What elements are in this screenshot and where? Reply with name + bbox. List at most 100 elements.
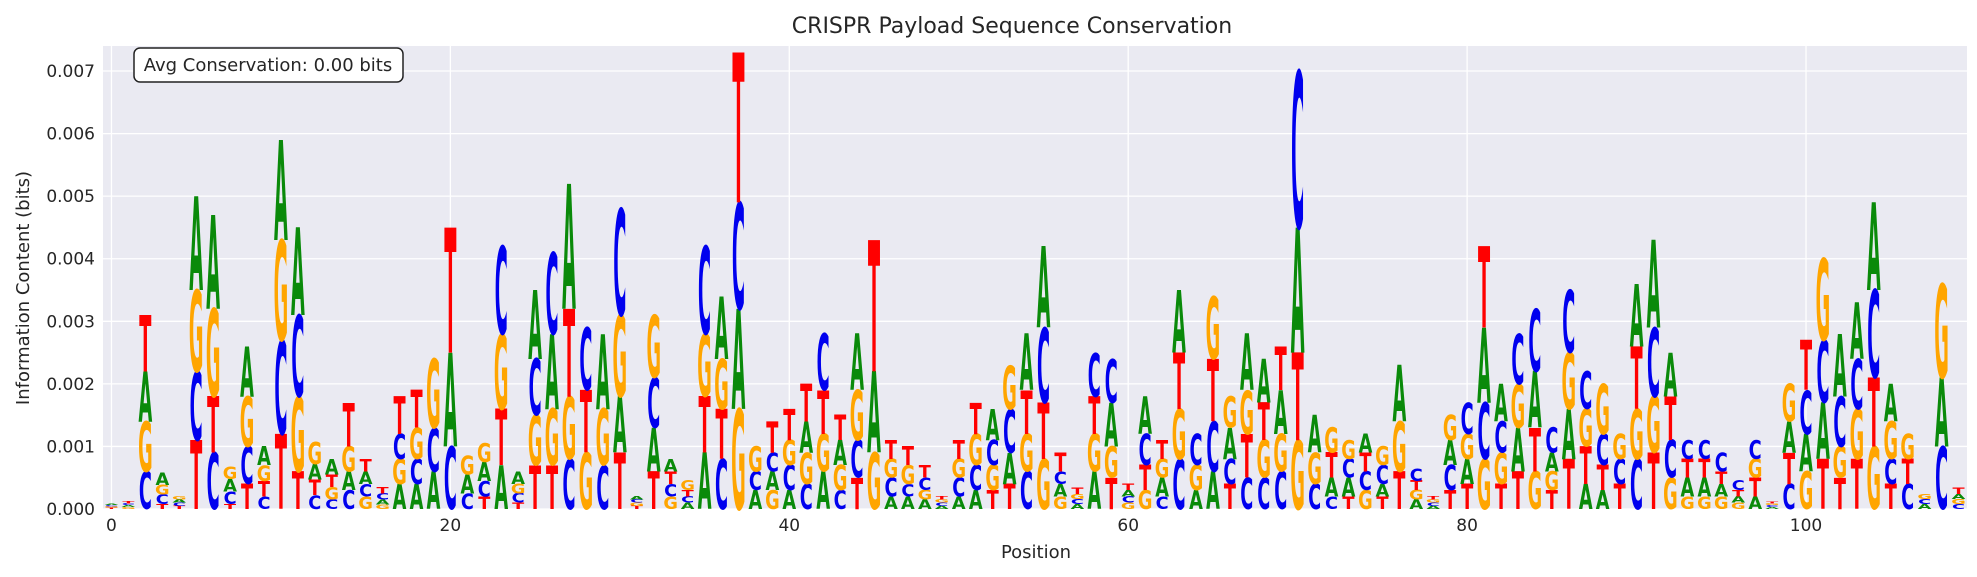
logo-letter-T: T <box>393 387 405 447</box>
logo-letter-G: G <box>1714 494 1729 514</box>
logo-letter-T: T <box>1698 454 1710 484</box>
logo-column: AGC <box>1189 426 1204 516</box>
logo-letter-C: C <box>1867 267 1880 407</box>
logo-letter-C: C <box>495 223 508 363</box>
logo-letter-T: T <box>207 382 219 472</box>
logo-letter-T: T <box>546 455 558 524</box>
logo-letter-G: G <box>850 377 865 456</box>
logo-letter-G: G <box>1206 280 1221 380</box>
logo-letter-A: A <box>1020 320 1034 410</box>
logo-letter-G: G <box>731 383 746 543</box>
logo-letter-T: T <box>156 503 169 511</box>
logo-letter-T: T <box>1427 496 1439 501</box>
logo-letter-T: T <box>1563 446 1575 525</box>
logo-letter-C: C <box>274 315 287 465</box>
logo-letter-A: A <box>1884 375 1898 435</box>
logo-letter-T: T <box>1173 339 1185 429</box>
logo-letter-G: G <box>291 377 306 497</box>
logo-letter-G: G <box>324 485 339 505</box>
logo-letter-C: C <box>1206 408 1219 487</box>
logo-letter-A: A <box>749 486 763 516</box>
logo-letter-A: A <box>1104 392 1118 461</box>
logo-letter-A: A <box>1681 473 1695 503</box>
logo-letter-T: T <box>1749 473 1761 503</box>
logo-letter-A: A <box>918 497 932 512</box>
logo-letter-A: A <box>664 457 678 477</box>
x-tick-label: 0 <box>106 516 117 536</box>
logo-letter-G: G <box>1256 431 1271 491</box>
logo-letter-A: A <box>1596 486 1610 516</box>
logo-letter-T: T <box>1342 494 1354 514</box>
logo-letter-A: A <box>325 455 339 480</box>
logo-letter-C: C <box>1647 309 1660 419</box>
logo-letter-G: G <box>748 441 763 480</box>
logo-letter-G: G <box>680 479 695 494</box>
logo-letter-C: C <box>1562 274 1575 374</box>
logo-letter-C: C <box>1291 29 1304 278</box>
logo-letter-G: G <box>1528 462 1543 522</box>
logo-letter-G: G <box>1833 439 1848 489</box>
logo-letter-A: A <box>1206 462 1220 522</box>
logo-letter-T: T <box>1766 501 1779 504</box>
logo-letter-G: G <box>630 502 645 507</box>
logo-letter-A: A <box>1765 507 1779 510</box>
logo-letter-T: T <box>1902 454 1914 493</box>
logo-letter-A: A <box>1918 503 1933 511</box>
logo-letter-A: A <box>1172 274 1186 374</box>
logo-letter-T: T <box>665 469 677 489</box>
logo-letter-T: T <box>1224 479 1236 518</box>
logo-letter-T: T <box>1851 446 1863 525</box>
y-axis-label: Information Content (bits) <box>13 171 34 405</box>
y-tick-label: 0.005 <box>46 187 95 207</box>
logo-letter-C: C <box>1189 426 1202 476</box>
logo-letter-C: C <box>1596 426 1609 476</box>
logo-letter-T: T <box>1580 437 1592 497</box>
logo-letter-C: C <box>342 486 355 516</box>
logo-letter-C: C <box>1681 436 1694 466</box>
logo-letter-G: G <box>714 346 729 425</box>
logo-letter-C: C <box>783 460 796 499</box>
logo-letter-T: T <box>1292 330 1304 470</box>
logo-letter-T: T <box>1105 470 1117 520</box>
logo-letter-C: C <box>715 446 728 525</box>
logo-letter-A: A <box>935 505 949 510</box>
logo-letter-A: A <box>1054 482 1068 502</box>
logo-letter-T: T <box>1004 479 1016 518</box>
logo-letter-A: A <box>1308 406 1322 466</box>
logo-letter-T: T <box>529 455 541 524</box>
logo-letter-G: G <box>1341 436 1356 466</box>
logo-letter-G: G <box>1426 499 1441 504</box>
logo-letter-C: C <box>1139 426 1152 476</box>
logo-letter-C: C <box>884 473 897 503</box>
logo-letter-G: G <box>1189 460 1204 499</box>
logo-letter-G: G <box>1138 486 1153 516</box>
logo-letter-C: C <box>1850 346 1863 425</box>
logo-letter-A: A <box>155 470 169 490</box>
logo-letter-T: T <box>1156 436 1168 466</box>
logo-letter-C: C <box>1325 494 1338 514</box>
logo-letter-C: C <box>1715 448 1728 478</box>
logo-letter-A: A <box>427 462 441 522</box>
x-tick-label: 80 <box>1456 516 1478 536</box>
logo-letter-A: A <box>1748 494 1762 514</box>
logo-letter-G: G <box>613 293 628 423</box>
logo-letter-A: A <box>545 314 559 434</box>
logo-letter-A: A <box>1850 289 1864 379</box>
